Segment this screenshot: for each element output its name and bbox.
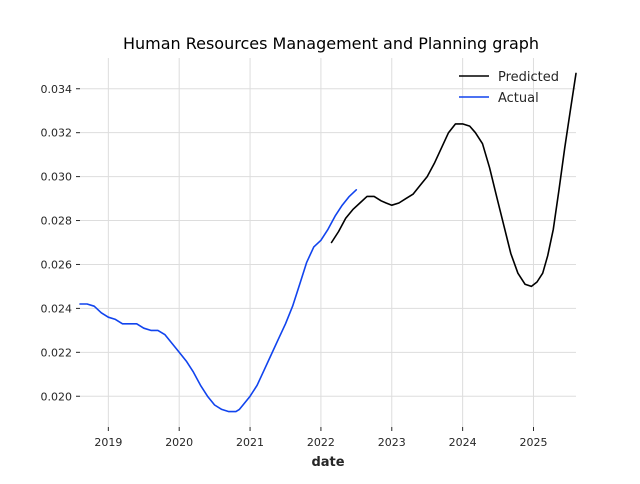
legend-label-actual: Actual xyxy=(498,91,539,106)
x-tick-label: 2024 xyxy=(449,436,477,449)
series-lines xyxy=(79,72,577,413)
y-tick-label: 0.034 xyxy=(41,83,73,96)
grid xyxy=(80,58,576,427)
chart-title: Human Resources Management and Planning … xyxy=(123,34,539,53)
y-tick-label: 0.022 xyxy=(41,346,73,359)
legend: Predicted Actual xyxy=(459,70,559,106)
x-tick-label: 2020 xyxy=(165,436,193,449)
y-tick-label: 0.024 xyxy=(41,302,73,315)
x-tick-label: 2022 xyxy=(307,436,335,449)
x-axis-ticks: 2019 2020 2021 2022 2023 2024 2025 xyxy=(94,427,547,449)
x-axis-label: date xyxy=(311,455,344,470)
y-tick-label: 0.020 xyxy=(41,390,73,403)
series-line-actual xyxy=(79,189,358,413)
y-tick-label: 0.026 xyxy=(41,258,73,271)
x-tick-label: 2021 xyxy=(236,436,264,449)
legend-label-predicted: Predicted xyxy=(498,70,559,85)
y-tick-label: 0.030 xyxy=(41,171,73,184)
x-tick-label: 2023 xyxy=(378,436,406,449)
x-tick-label: 2025 xyxy=(519,436,547,449)
y-tick-label: 0.032 xyxy=(41,127,73,140)
y-tick-label: 0.028 xyxy=(41,215,73,228)
y-axis-ticks: 0.020 0.022 0.024 0.026 0.028 0.030 0.032 0.034 xyxy=(41,83,80,403)
x-tick-label: 2019 xyxy=(94,436,122,449)
series-line-predicted xyxy=(330,72,577,288)
